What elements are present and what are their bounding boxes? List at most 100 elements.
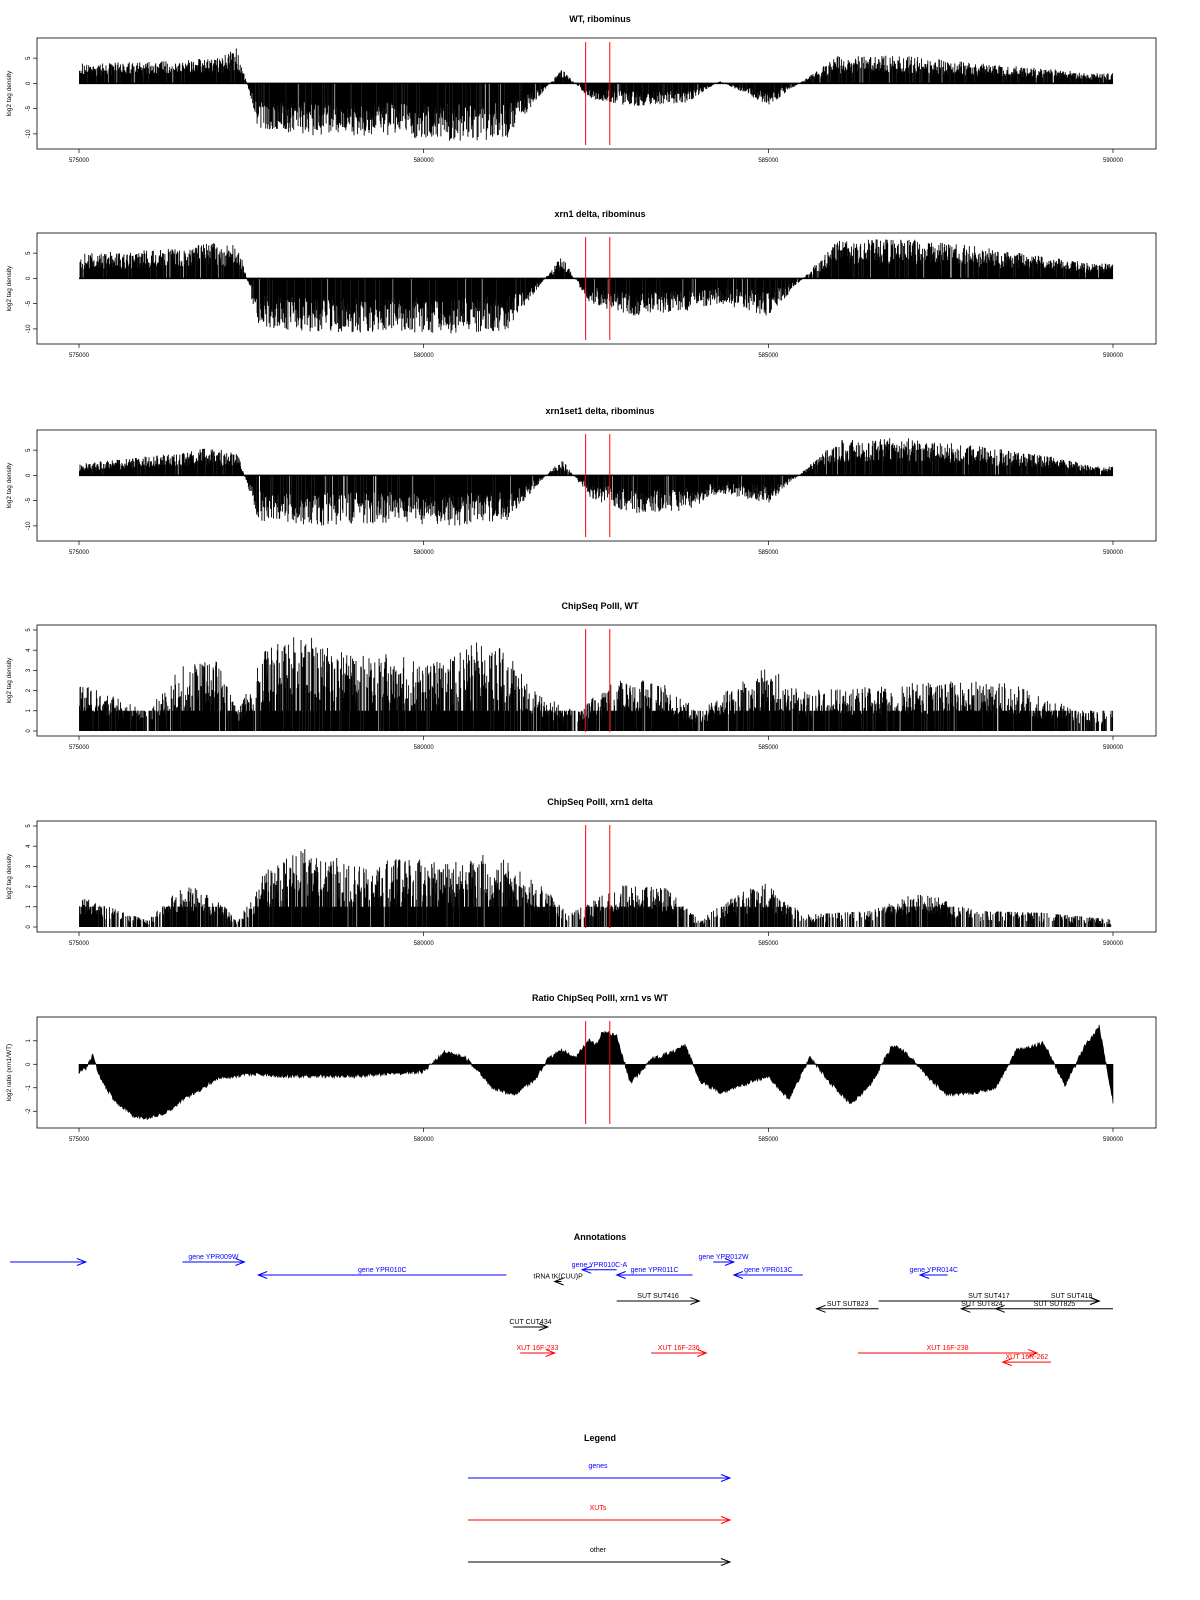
data-marks <box>79 438 1114 526</box>
feature-label: SUT SUT417 <box>968 1293 1010 1300</box>
legend-arrow-head <box>720 1474 732 1482</box>
y-tick-label: 1 <box>26 708 32 712</box>
y-tick-label: 0 <box>26 729 32 733</box>
y-axis-label: log2 tag density <box>6 853 13 899</box>
data-marks <box>79 239 1114 334</box>
feature-arrow-head <box>553 1277 564 1286</box>
track-panels: WT, ribominus log2 tag density -10 -5 0 5 5750… <box>6 14 1157 1143</box>
plot-frame <box>36 1016 1157 1129</box>
feature-arrow-head <box>732 1271 744 1279</box>
x-tick-label: 590000 <box>1103 550 1124 556</box>
y-tick-label: -10 <box>26 521 32 530</box>
x-tick-label: 590000 <box>1103 1137 1124 1143</box>
plot-frame <box>36 820 1157 933</box>
plot-frame <box>36 624 1157 737</box>
track-panel-5: ChipSeq PolII, xrn1 delta log2 tag densit… <box>6 797 1157 947</box>
x-tick-label: 575000 <box>69 353 90 359</box>
feature-12: SUT SUT418 <box>1044 1293 1101 1305</box>
feature-label: gene YPR010C-A <box>572 1262 628 1269</box>
feature-15: SUT SUT825 <box>994 1301 1113 1313</box>
x-tick-label: 575000 <box>69 158 90 164</box>
feature-label: XUT 16F-236 <box>658 1345 700 1352</box>
y-tick-label: 1 <box>26 904 32 908</box>
legend-item-XUTs: XUTs <box>468 1505 732 1524</box>
legend: Legend genes XUTs other <box>468 1433 732 1566</box>
x-tick-label: 580000 <box>414 353 435 359</box>
y-tick-label: 3 <box>26 668 32 672</box>
legend-label: genes <box>588 1463 608 1470</box>
track-panel-2: xrn1 delta, ribominus log2 tag density -10… <box>6 209 1157 359</box>
y-tick-label: -5 <box>26 497 32 503</box>
legend-arrow-head <box>720 1558 732 1566</box>
feature-14: SUT SUT824 <box>959 1301 1003 1313</box>
x-tick-label: 585000 <box>758 158 779 164</box>
feature-arrow-head <box>1090 1297 1101 1305</box>
x-tick-label: 585000 <box>758 353 779 359</box>
data-marks <box>79 637 1114 731</box>
plot-frame <box>36 429 1157 542</box>
feature-arrow-head <box>615 1271 626 1279</box>
feature-5: tRNA tK(CUU)P <box>533 1274 583 1286</box>
feature-label: SUT SUT825 <box>1034 1301 1076 1308</box>
feature-18: XUT 16F-236 <box>651 1345 708 1357</box>
feature-label: gene YPR014C <box>910 1267 959 1274</box>
feature-arrow-head <box>538 1323 550 1331</box>
y-tick-label: 0 <box>26 473 32 477</box>
feature-label: gene YPR010C <box>358 1267 407 1274</box>
density-bars <box>79 849 1112 927</box>
panel-title: ChipSeq PolII, xrn1 delta <box>547 797 654 807</box>
feature-label: SUT SUT416 <box>637 1293 679 1300</box>
y-tick-label: -10 <box>26 129 32 138</box>
data-marks <box>78 1024 1114 1121</box>
y-tick-label: 1 <box>26 1038 32 1042</box>
x-tick-label: 585000 <box>758 941 779 947</box>
density-bars <box>79 438 1114 526</box>
data-marks <box>79 849 1112 927</box>
panel-title: xrn1 delta, ribominus <box>554 209 645 219</box>
feature-arrow-head <box>815 1304 826 1313</box>
y-tick-label: 0 <box>26 925 32 929</box>
panel-title: WT, ribominus <box>569 14 631 24</box>
y-tick-label: 0 <box>26 276 32 280</box>
y-tick-label: -5 <box>26 105 32 111</box>
y-axis-label: log2 tag density <box>6 462 13 508</box>
plot-frame <box>36 37 1157 150</box>
y-tick-label: -2 <box>26 1108 32 1114</box>
feature-arrow-head <box>256 1271 268 1279</box>
x-tick-label: 580000 <box>414 1137 435 1143</box>
feature-label: SUT SUT823 <box>827 1301 869 1308</box>
plot-frame <box>36 232 1157 345</box>
y-axis-label: log2 tag density <box>6 657 13 703</box>
feature-label: gene YPR009W <box>188 1254 238 1261</box>
x-tick-label: 580000 <box>414 941 435 947</box>
panel-title: xrn1set1 delta, ribominus <box>545 406 654 416</box>
x-tick-label: 580000 <box>414 158 435 164</box>
feature-arrow-head <box>959 1304 971 1313</box>
x-tick-label: 590000 <box>1103 745 1124 751</box>
y-tick-label: 5 <box>26 628 32 632</box>
x-tick-label: 585000 <box>758 745 779 751</box>
feature-10: SUT SUT416 <box>616 1293 701 1305</box>
y-tick-label: 4 <box>26 844 32 848</box>
feature-arrow-head <box>580 1265 592 1274</box>
data-marks <box>79 48 1114 141</box>
feature-label: XUT 16F-238 <box>927 1345 969 1352</box>
track-panel-3: xrn1set1 delta, ribominus log2 tag densit… <box>6 406 1157 556</box>
x-tick-label: 590000 <box>1103 353 1124 359</box>
legend-title: Legend <box>584 1433 616 1443</box>
density-bars <box>79 239 1114 334</box>
y-tick-label: 5 <box>26 56 32 60</box>
legend-item-genes: genes <box>468 1463 732 1482</box>
feature-9: gene YPR014C <box>910 1267 959 1279</box>
feature-arrow-head <box>724 1258 736 1266</box>
feature-arrow-head <box>918 1271 930 1279</box>
density-bars <box>79 48 1114 141</box>
feature-4: gene YPR010C-A <box>572 1262 628 1274</box>
feature-19: XUT 16F-238 <box>857 1345 1039 1357</box>
y-tick-label: 5 <box>26 824 32 828</box>
feature-label: gene YPR013C <box>744 1267 793 1274</box>
feature-3: gene YPR010C <box>256 1267 507 1279</box>
y-tick-label: 3 <box>26 864 32 868</box>
feature-1 <box>10 1258 88 1266</box>
